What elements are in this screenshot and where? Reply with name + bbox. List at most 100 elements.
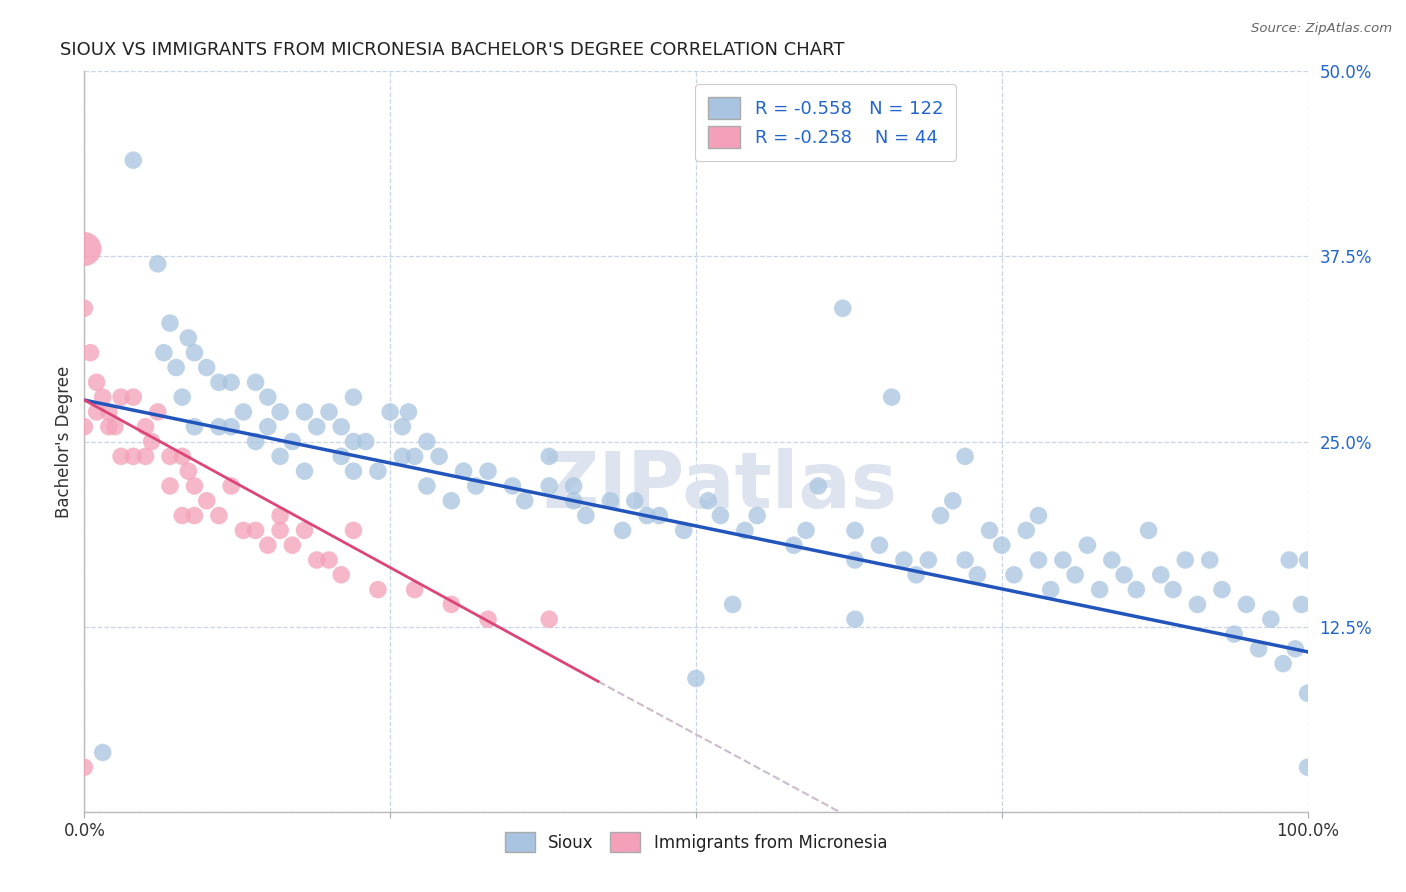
Text: Source: ZipAtlas.com: Source: ZipAtlas.com [1251, 22, 1392, 36]
Point [367, 464, 389, 478]
Point [1137, 524, 1160, 538]
Point [269, 450, 291, 464]
Point [257, 538, 280, 552]
Point [1002, 567, 1025, 582]
Point [612, 524, 634, 538]
Point [183, 508, 205, 523]
Point [141, 434, 163, 449]
Point [294, 524, 316, 538]
Point [305, 419, 328, 434]
Point [709, 508, 731, 523]
Point [257, 419, 280, 434]
Point [122, 153, 145, 168]
Point [672, 524, 695, 538]
Point [318, 405, 340, 419]
Point [330, 450, 353, 464]
Point [269, 508, 291, 523]
Point [575, 508, 598, 523]
Point [172, 390, 194, 404]
Point [648, 508, 671, 523]
Point [195, 360, 218, 375]
Y-axis label: Bachelor's Degree: Bachelor's Degree [55, 366, 73, 517]
Point [1052, 553, 1074, 567]
Point [1028, 553, 1050, 567]
Point [391, 450, 413, 464]
Point [122, 450, 145, 464]
Point [104, 419, 127, 434]
Point [624, 493, 647, 508]
Point [257, 390, 280, 404]
Point [747, 508, 769, 523]
Point [794, 524, 817, 538]
Point [1198, 553, 1220, 567]
Point [342, 524, 364, 538]
Point [1174, 553, 1197, 567]
Point [73, 760, 96, 774]
Point [880, 390, 903, 404]
Point [685, 672, 707, 686]
Point [208, 508, 231, 523]
Point [502, 479, 524, 493]
Point [73, 242, 96, 256]
Point [929, 508, 952, 523]
Point [110, 390, 132, 404]
Point [1150, 567, 1173, 582]
Point [367, 582, 389, 597]
Point [697, 493, 720, 508]
Point [831, 301, 853, 316]
Point [342, 390, 364, 404]
Point [294, 405, 316, 419]
Point [636, 508, 658, 523]
Point [135, 450, 157, 464]
Point [281, 538, 304, 552]
Point [404, 582, 426, 597]
Point [477, 612, 499, 626]
Point [599, 493, 621, 508]
Point [183, 419, 205, 434]
Point [1076, 538, 1098, 552]
Point [281, 434, 304, 449]
Point [464, 479, 486, 493]
Point [1015, 524, 1038, 538]
Point [354, 434, 377, 449]
Point [844, 553, 866, 567]
Point [219, 479, 242, 493]
Point [177, 464, 200, 478]
Point [917, 553, 939, 567]
Point [232, 405, 254, 419]
Point [1064, 567, 1087, 582]
Point [146, 405, 169, 419]
Point [172, 508, 194, 523]
Point [159, 450, 181, 464]
Point [153, 345, 176, 359]
Text: SIOUX VS IMMIGRANTS FROM MICRONESIA BACHELOR'S DEGREE CORRELATION CHART: SIOUX VS IMMIGRANTS FROM MICRONESIA BACH… [60, 41, 845, 59]
Point [1187, 598, 1209, 612]
Point [245, 524, 267, 538]
Point [1296, 686, 1319, 700]
Point [1101, 553, 1123, 567]
Point [269, 524, 291, 538]
Point [562, 479, 585, 493]
Point [734, 524, 756, 538]
Point [844, 612, 866, 626]
Point [122, 390, 145, 404]
Point [1028, 508, 1050, 523]
Point [416, 434, 439, 449]
Point [538, 479, 561, 493]
Point [453, 464, 475, 478]
Point [427, 450, 450, 464]
Point [783, 538, 806, 552]
Point [1260, 612, 1282, 626]
Point [342, 464, 364, 478]
Point [1088, 582, 1111, 597]
Point [416, 479, 439, 493]
Point [844, 524, 866, 538]
Point [380, 405, 402, 419]
Point [893, 553, 915, 567]
Point [562, 493, 585, 508]
Point [440, 598, 463, 612]
Point [1223, 627, 1246, 641]
Point [146, 257, 169, 271]
Point [195, 493, 218, 508]
Point [398, 405, 420, 419]
